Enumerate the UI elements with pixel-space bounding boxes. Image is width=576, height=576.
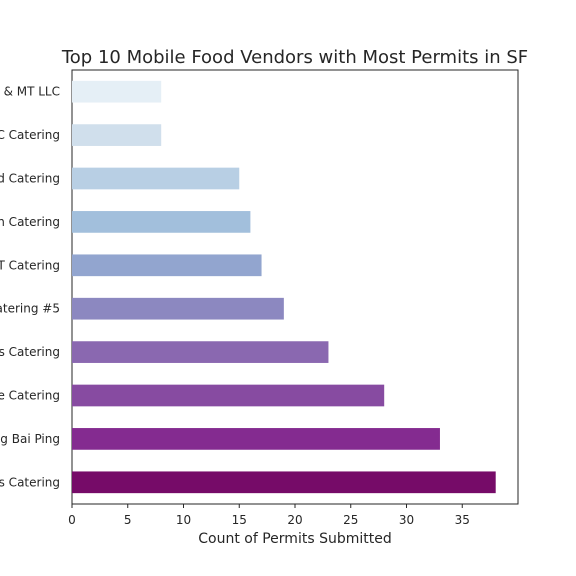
bars-group bbox=[72, 80, 496, 494]
category-label-6: Catering #5 bbox=[0, 302, 60, 316]
category-label-1: & MT LLC bbox=[4, 85, 60, 99]
x-tick-label-35: 35 bbox=[455, 513, 470, 527]
bar-8 bbox=[72, 384, 385, 407]
x-tick-label-30: 30 bbox=[399, 513, 414, 527]
category-label-4: n Catering bbox=[0, 215, 60, 229]
category-label-5: T Catering bbox=[0, 258, 60, 272]
x-tick-label-10: 10 bbox=[176, 513, 191, 527]
x-tick-label-15: 15 bbox=[232, 513, 247, 527]
bar-9 bbox=[72, 428, 440, 450]
x-axis-ticks: 0 5 10 15 20 25 30 35 bbox=[68, 504, 470, 527]
bar-10 bbox=[72, 471, 496, 494]
bar-4 bbox=[72, 211, 251, 233]
bar-1 bbox=[72, 80, 162, 103]
category-label-10: es Catering bbox=[0, 475, 60, 489]
category-label-2: C Catering bbox=[0, 128, 60, 142]
bar-7 bbox=[72, 341, 329, 363]
x-axis-label: Count of Permits Submitted bbox=[198, 531, 391, 547]
category-labels: & MT LLC C Catering d Catering n Catering T … bbox=[0, 85, 60, 490]
category-label-7: 's Catering bbox=[0, 345, 60, 359]
bar-3 bbox=[72, 167, 240, 190]
bar-5 bbox=[72, 254, 262, 277]
category-label-9: g Bai Ping bbox=[0, 432, 60, 446]
category-label-8: e Catering bbox=[0, 389, 60, 403]
bar-6 bbox=[72, 297, 284, 320]
x-tick-label-5: 5 bbox=[124, 513, 132, 527]
chart-title: Top 10 Mobile Food Vendors with Most Per… bbox=[61, 47, 528, 68]
bar-2 bbox=[72, 124, 162, 146]
category-label-3: d Catering bbox=[0, 172, 60, 186]
x-tick-label-0: 0 bbox=[68, 513, 76, 527]
x-tick-label-25: 25 bbox=[343, 513, 358, 527]
x-tick-label-20: 20 bbox=[287, 513, 302, 527]
